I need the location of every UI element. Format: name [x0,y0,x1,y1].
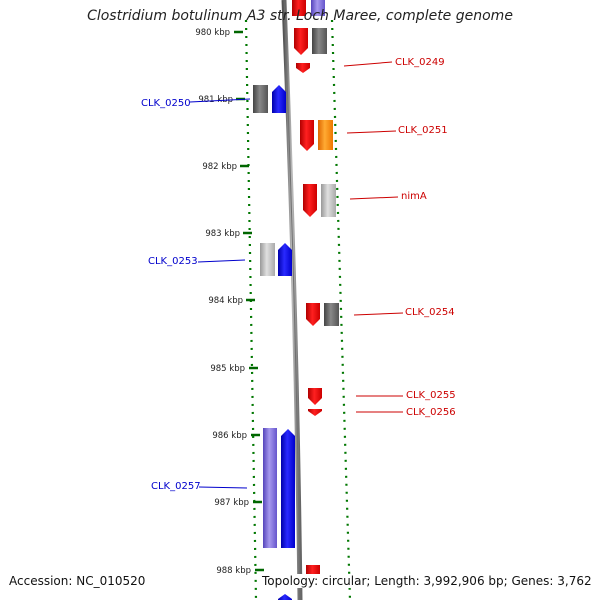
gene-reverse [303,184,317,217]
topology-text: Topology: circular; Length: 3,992,906 bp… [262,574,592,588]
gene-forward [278,243,292,276]
gene-label-clk-0250: CLK_0250 [141,98,191,109]
tick-label-980: 980 kbp [195,28,230,38]
gene-gray [324,303,339,326]
tick-label-985: 985 kbp [210,364,245,374]
label-connectors [189,61,404,489]
connector-line [189,98,251,103]
connector-line [353,312,404,316]
tick-labels: 980 kbp 981 kbp 982 kbp 983 kbp 984 kbp … [195,28,251,576]
gene-label-nima: nimA [401,191,427,202]
gene-lightgray [321,184,336,217]
gene-label-clk-0253: CLK_0253 [148,256,198,267]
gene-reverse [306,303,320,326]
connector-line [343,61,393,67]
connector-line [349,196,399,200]
gene-gray [312,28,327,54]
tick-label-982: 982 kbp [202,162,237,172]
right-ruler [330,19,352,600]
gene-label-clk-0249: CLK_0249 [395,57,445,68]
gene-label-clk-0257: CLK_0257 [151,481,201,492]
accession-text: Accession: NC_010520 [9,574,146,588]
gene-reverse [296,63,310,73]
gene-label-clk-0256: CLK_0256 [406,407,456,418]
left-ruler [244,19,258,600]
tick-label-984: 984 kbp [208,296,243,306]
tick-marks [234,30,264,572]
connector-line [198,486,248,489]
gene-reverse [294,28,308,55]
gene-lavender [263,428,277,548]
gene-reverse [300,120,314,151]
gene-forward [281,429,295,548]
gene-reverse [308,409,322,416]
gene-reverse [292,0,306,16]
gene-lightgray [260,243,275,276]
gene-label-clk-0255: CLK_0255 [406,390,456,401]
tick-label-988: 988 kbp [216,566,251,576]
gene-forward [272,85,286,113]
tick-label-981: 981 kbp [198,95,233,105]
backbone-core [283,0,301,600]
tick-label-986: 986 kbp [212,431,247,441]
gene-label-clk-0254: CLK_0254 [405,307,455,318]
map-title: Clostridium botulinum A3 str. Loch Maree… [87,8,513,24]
gene-label-clk-0251: CLK_0251 [398,125,448,136]
gene-forward [278,594,292,600]
gene-orange [318,120,333,150]
gene-gray [253,85,268,113]
connector-line [346,130,397,134]
gene-reverse [306,565,320,575]
gene-reverse [308,388,322,405]
tick-label-983: 983 kbp [205,229,240,239]
connector-line [197,259,246,263]
gene-labels: CLK_0249 CLK_0250 CLK_0251 nimA CLK_0253… [141,57,456,492]
tick-label-987: 987 kbp [214,498,249,508]
gene-lavender [311,0,325,16]
